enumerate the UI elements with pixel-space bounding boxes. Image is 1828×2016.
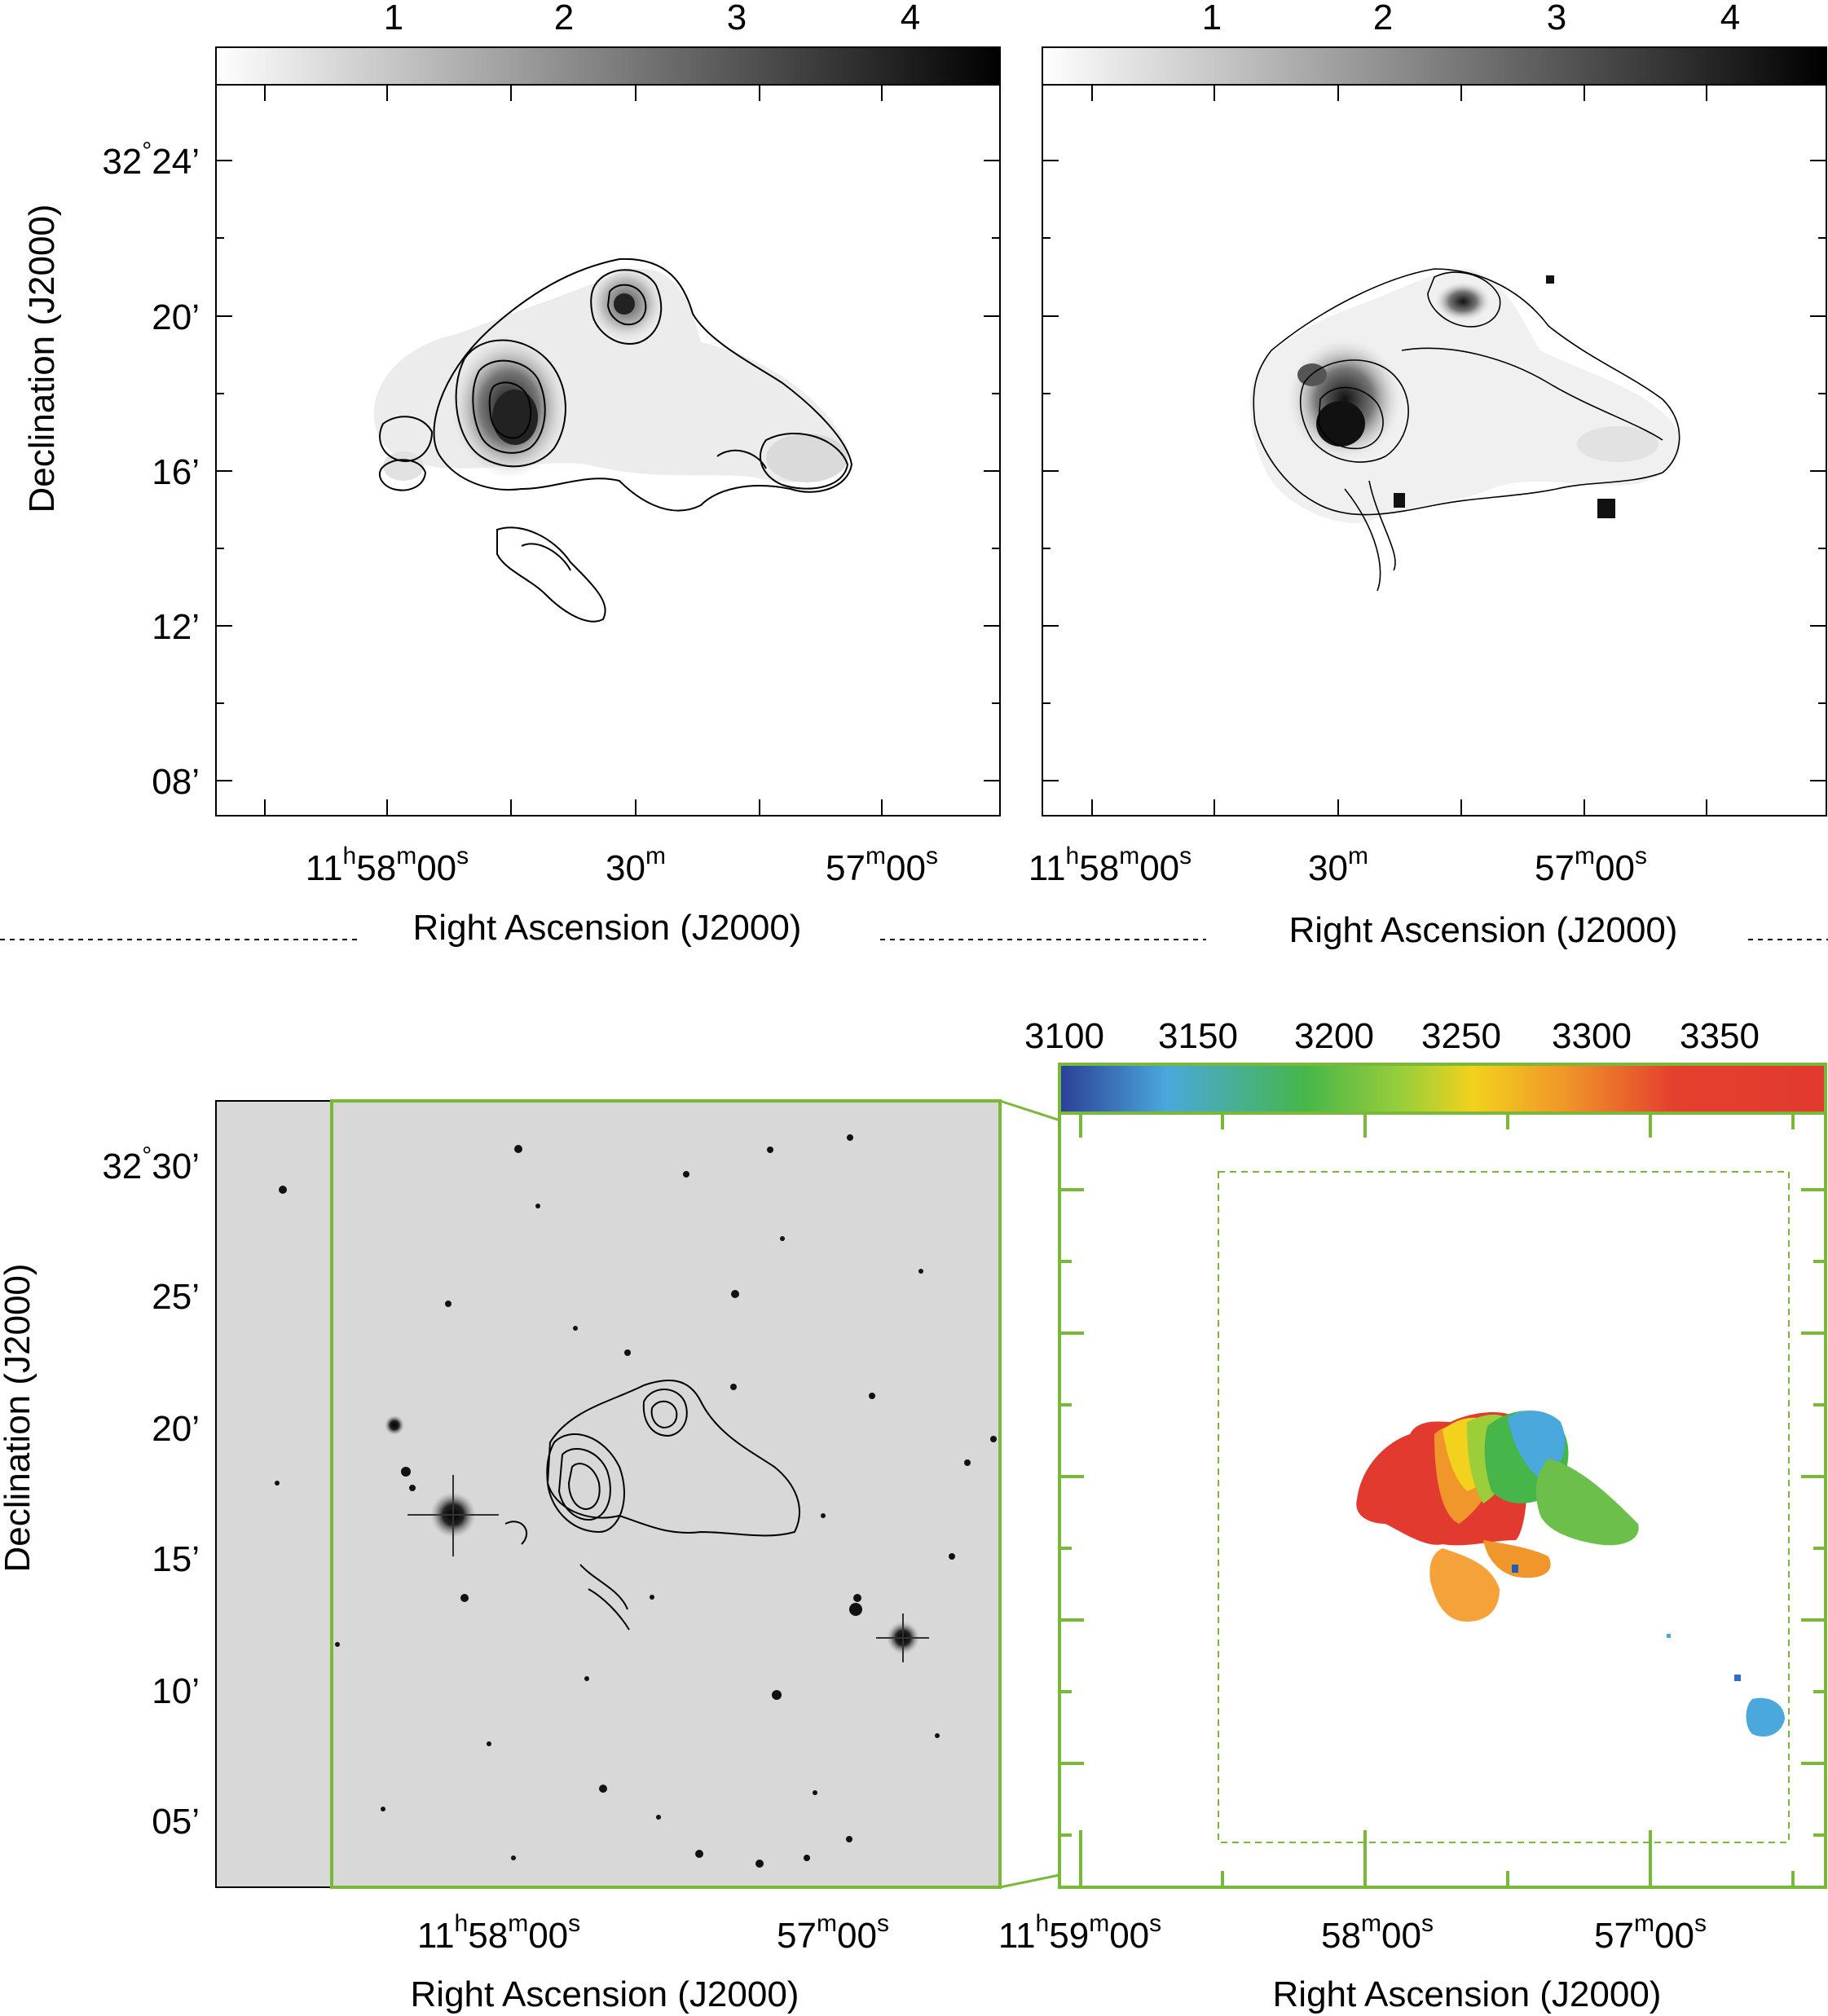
inner-dashed-box [1218, 1171, 1790, 1843]
ra-tick-label: 57m00s [777, 1910, 889, 1956]
colorbar-top-right [1042, 46, 1827, 86]
colorbar-tick-label: 2 [1373, 0, 1393, 37]
ticks-bottom-right [1059, 1113, 1826, 1887]
colorbar-ticks-bottom-right: 3100 3150 3200 3250 3300 3350 [1024, 1016, 1760, 1056]
panel-top-right: 1 2 3 4 [1029, 0, 1827, 950]
dec-tick-labels-bottom-left: 32°30’ 25’ 20’ 15’ 10’ 05’ [102, 1142, 200, 1842]
colorbar-ticks-top-left: 1 2 3 4 [384, 0, 920, 37]
ra-tick-label: 57m00s [1594, 1910, 1707, 1956]
dec-tick-label: 25’ [152, 1277, 200, 1317]
colorbar-tick-label: 3100 [1024, 1016, 1104, 1056]
colorbar-tick-label: 4 [1720, 0, 1740, 37]
dec-tick-label: 15’ [152, 1539, 200, 1579]
dispersion-contours [1253, 268, 1680, 592]
inset-box [330, 1099, 1002, 1889]
ra-tick-label: 30m [1308, 843, 1368, 888]
x-axis-label-top-right: Right Ascension (J2000) [1289, 910, 1678, 950]
colorbar-tick-label: 3 [727, 0, 747, 37]
colorbar-bottom-right [1058, 1063, 1827, 1115]
dec-tick-label: 20’ [152, 1409, 200, 1449]
y-axis-label-top-left: Declination (J2000) [22, 204, 62, 513]
colorbar-top-left [215, 46, 1001, 86]
colorbar-tick-label: 3150 [1158, 1016, 1238, 1056]
panel-top-left: 1 2 3 4 [22, 0, 1001, 948]
colorbar-tick-label: 3200 [1294, 1016, 1374, 1056]
ra-tick-labels-bottom-left: 11h58m00s 57m00s [417, 1910, 889, 1956]
hi-contours [378, 258, 853, 623]
dec-tick-label: 08’ [152, 762, 200, 802]
colorbar-tick-label: 4 [901, 0, 920, 37]
ra-tick-labels-top-right: 11h58m00s 30m 57m00s [1029, 843, 1647, 888]
ra-tick-labels-bottom-right: 11h59m00s 58m00s 57m00s [998, 1910, 1707, 1956]
dec-tick-labels-top-left: 32°24’ 20’ 16’ 12’ 08’ [102, 138, 200, 802]
ra-tick-label: 11h58m00s [306, 843, 469, 888]
colorbar-tick-label: 3 [1547, 0, 1566, 37]
dec-tick-label: 32°24’ [102, 138, 200, 182]
y-axis-label-bottom-left: Declination (J2000) [0, 1263, 37, 1572]
colorbar-ticks-top-right: 1 2 3 4 [1202, 0, 1740, 37]
ra-tick-label: 57m00s [826, 843, 938, 888]
optical-galaxy-contours [504, 1380, 800, 1631]
colorbar-tick-label: 3250 [1421, 1016, 1501, 1056]
velocity-field [1356, 1410, 1785, 1736]
x-axis-label-bottom-left: Right Ascension (J2000) [411, 1974, 799, 2014]
panel-bottom-left: 32°30’ 25’ 20’ 15’ 10’ 05’ 11h58m00s 57m… [0, 1099, 1002, 2014]
velocity-dispersion-image [1249, 269, 1680, 523]
dec-tick-label: 12’ [152, 607, 200, 647]
colorbar-tick-label: 1 [1202, 0, 1222, 37]
ticks-top-right [1042, 85, 1826, 816]
panel-bottom-right: 3100 3150 3200 3250 3300 3350 [998, 1016, 1827, 2014]
colorbar-tick-label: 1 [384, 0, 403, 37]
ra-tick-labels-top-left: 11h58m00s 30m 57m00s [306, 843, 938, 888]
ticks-top-left [216, 85, 1000, 816]
x-axis-label-bottom-right: Right Ascension (J2000) [1273, 1974, 1662, 2014]
colorbar-tick-label: 3300 [1552, 1016, 1632, 1056]
optical-image [215, 1100, 1001, 1888]
x-axis-label-top-left: Right Ascension (J2000) [413, 908, 802, 948]
colorbar-tick-label: 3350 [1680, 1016, 1760, 1056]
dec-tick-label: 20’ [152, 297, 200, 337]
ra-tick-label: 11h58m00s [1029, 843, 1192, 888]
ra-tick-label: 57m00s [1535, 843, 1647, 888]
ra-tick-label: 30m [606, 843, 666, 888]
optical-stars [275, 1134, 997, 1868]
hi-intensity-image [373, 264, 849, 482]
ra-tick-label: 11h58m00s [417, 1910, 580, 1956]
ra-tick-label: 11h59m00s [998, 1910, 1161, 1956]
dec-tick-label: 10’ [152, 1671, 200, 1711]
dec-tick-label: 05’ [152, 1802, 200, 1842]
dec-tick-label: 32°30’ [102, 1142, 200, 1186]
dec-tick-label: 16’ [152, 452, 200, 492]
colorbar-tick-label: 2 [554, 0, 574, 37]
ra-tick-label: 58m00s [1321, 1910, 1434, 1956]
